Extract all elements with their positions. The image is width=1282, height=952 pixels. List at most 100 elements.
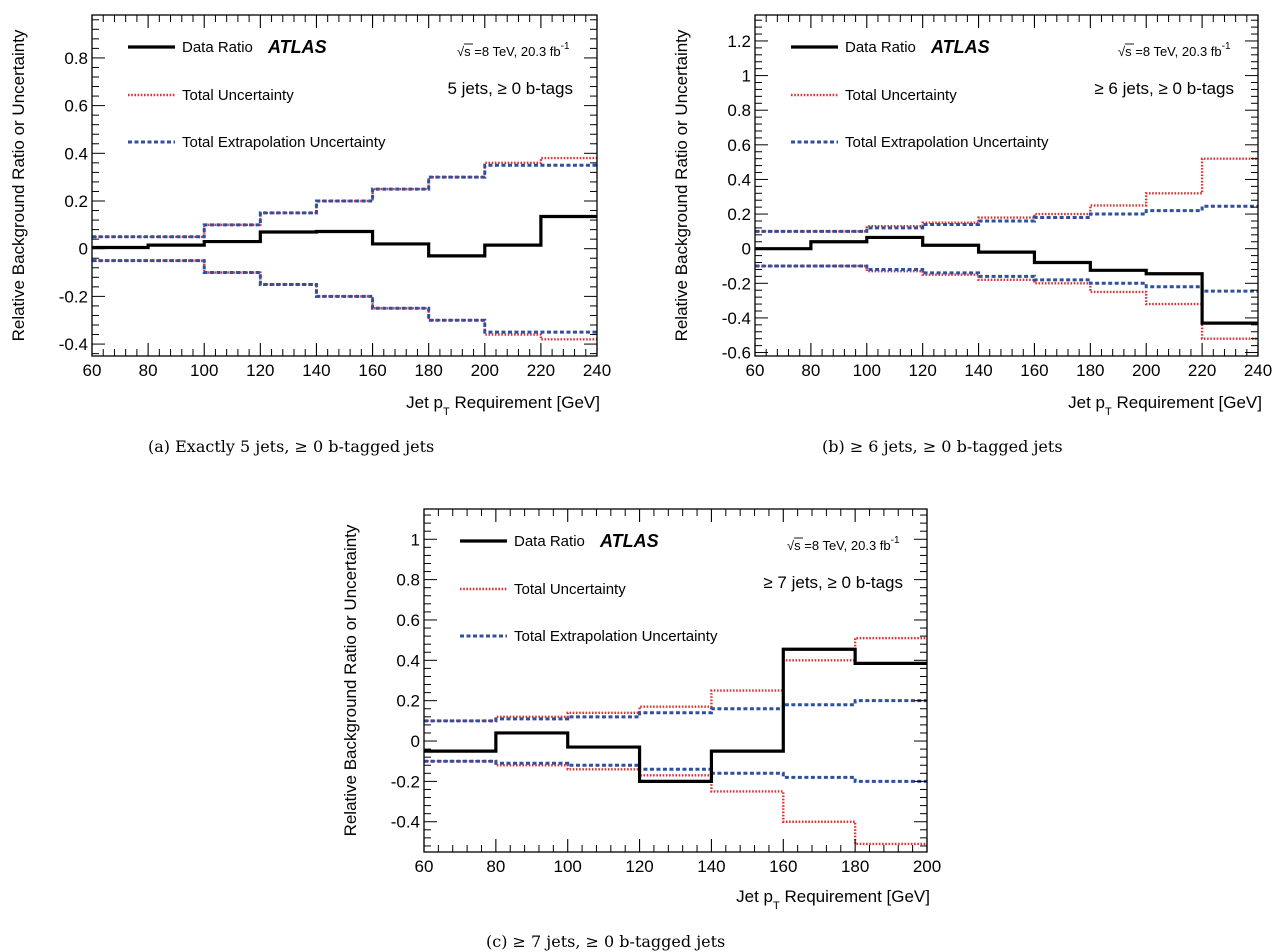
total-uncertainty-line-upper bbox=[755, 157, 1258, 233]
y-tick-label: 0.4 bbox=[727, 170, 751, 189]
y-tick-label: 0 bbox=[742, 240, 751, 259]
y-tick-label: 0.2 bbox=[727, 205, 751, 224]
y-tick-label: -0.4 bbox=[391, 813, 420, 832]
x-axis-label-main: Jet p bbox=[736, 887, 773, 906]
x-tick-label: 60 bbox=[415, 857, 434, 876]
x-tick-label: 80 bbox=[801, 361, 820, 380]
x-tick-label: 200 bbox=[1132, 361, 1160, 380]
x-tick-label: 240 bbox=[583, 361, 611, 380]
energy-lumi-text: √s =8 TeV, 20.3 fb bbox=[1118, 44, 1222, 59]
x-tick-label: 100 bbox=[554, 857, 582, 876]
x-axis-label: Jet pT Requirement [GeV] bbox=[1068, 393, 1262, 418]
y-tick-label: 0.6 bbox=[727, 136, 751, 155]
energy-lumi-text: √s =8 TeV, 20.3 fb bbox=[787, 538, 891, 553]
y-tick-label: -0.2 bbox=[391, 772, 420, 791]
x-tick-label: 140 bbox=[302, 361, 330, 380]
y-tick-label: 0 bbox=[411, 732, 420, 751]
y-tick-label: 0.8 bbox=[64, 49, 88, 68]
x-tick-label: 160 bbox=[1020, 361, 1048, 380]
x-tick-label: 120 bbox=[625, 857, 653, 876]
total-uncertainty-line-upper bbox=[92, 156, 597, 238]
total-uncertainty-line-upper bbox=[424, 636, 927, 723]
energy-lumi-label: √s =8 TeV, 20.3 fb-1 bbox=[1118, 41, 1231, 59]
chart-b: 60 80 100 120 140 160 180 200 220 240 -0.6 -0.4 -0.2… bbox=[672, 14, 1272, 456]
subfigure-caption: (c) ≥ 7 jets, ≥ 0 b-tagged jets bbox=[486, 932, 725, 951]
legend-total-uncertainty-label: Total Uncertainty bbox=[845, 87, 957, 104]
legend-data-ratio-label: Data Ratio bbox=[182, 39, 253, 56]
x-tick-label: 200 bbox=[471, 361, 499, 380]
y-tick-label: -0.4 bbox=[722, 309, 751, 328]
energy-lumi-label: √s =8 TeV, 20.3 fb-1 bbox=[787, 535, 900, 553]
ticks bbox=[423, 509, 928, 852]
chart-a: 60 80 100 120 140 160 180 200 220 240 -0.4 -0.2 0 0.2… bbox=[9, 14, 611, 456]
legend: Data Ratio Total Uncertainty Total Extrapo… bbox=[460, 531, 903, 645]
y-tick-label: -0.2 bbox=[722, 274, 751, 293]
x-axis-label-sub: T bbox=[443, 406, 450, 418]
legend: Data Ratio Total Uncertainty Total Extrapo… bbox=[128, 37, 573, 151]
legend: Data Ratio Total Uncertainty Total Extrapo… bbox=[791, 37, 1234, 151]
x-tick-label: 200 bbox=[913, 857, 941, 876]
y-tick-label: 0 bbox=[79, 240, 88, 259]
y-tick-label: 1 bbox=[742, 67, 751, 86]
energy-lumi-label: √s =8 TeV, 20.3 fb-1 bbox=[457, 41, 570, 59]
legend-extrapolation-uncertainty-label: Total Extrapolation Uncertainty bbox=[514, 628, 718, 645]
x-axis-label: Jet pT Requirement [GeV] bbox=[736, 887, 930, 912]
y-tick-label: -0.4 bbox=[59, 335, 88, 354]
atlas-label: ATLAS bbox=[930, 37, 990, 57]
chart-c: 60 80 100 120 140 160 180 200 -0.4 -0.2 0 0.2 0.4 0.6… bbox=[341, 508, 941, 951]
total-uncertainty-line-lower bbox=[92, 259, 597, 341]
data-ratio-line bbox=[92, 214, 597, 258]
x-tick-label: 60 bbox=[83, 361, 102, 380]
data-ratio-line bbox=[424, 647, 927, 783]
lumi-unit-exponent: -1 bbox=[561, 41, 570, 52]
y-tick-label: 0.8 bbox=[396, 571, 420, 590]
atlas-label: ATLAS bbox=[267, 37, 327, 57]
legend-extrapolation-uncertainty-label: Total Extrapolation Uncertainty bbox=[182, 134, 386, 151]
x-tick-label: 180 bbox=[1076, 361, 1104, 380]
subfigure-caption: (a) Exactly 5 jets, ≥ 0 b-tagged jets bbox=[148, 437, 434, 456]
x-axis-label-sub: T bbox=[773, 900, 780, 912]
total-uncertainty-line-lower bbox=[755, 264, 1258, 340]
lumi-unit-exponent: -1 bbox=[1222, 41, 1231, 52]
energy-lumi-text: √s =8 TeV, 20.3 fb bbox=[457, 44, 561, 59]
series-group bbox=[424, 636, 927, 846]
x-tick-label: 120 bbox=[246, 361, 274, 380]
extrapolation-uncertainty-line-upper bbox=[92, 163, 597, 239]
x-tick-label: 220 bbox=[1188, 361, 1216, 380]
legend-total-uncertainty-label: Total Uncertainty bbox=[514, 581, 626, 598]
y-tick-label: 0.4 bbox=[396, 651, 420, 670]
legend-data-ratio-label: Data Ratio bbox=[514, 533, 585, 550]
y-tick-label: 0.2 bbox=[396, 692, 420, 711]
x-tick-label: 100 bbox=[190, 361, 218, 380]
y-axis-label: Relative Background Ratio or Uncertainty bbox=[9, 29, 28, 341]
plot-frame bbox=[423, 508, 928, 853]
y-tick-label: 0.8 bbox=[727, 101, 751, 120]
extrapolation-uncertainty-line-lower bbox=[92, 259, 597, 334]
x-tick-label: 80 bbox=[486, 857, 505, 876]
selection-label: 5 jets, ≥ 0 b-tags bbox=[447, 79, 573, 98]
y-axis-label: Relative Background Ratio or Uncertainty bbox=[672, 29, 691, 341]
ticks bbox=[91, 15, 598, 356]
x-tick-label: 220 bbox=[527, 361, 555, 380]
y-tick-label: -0.2 bbox=[59, 287, 88, 306]
plot-frame bbox=[91, 14, 598, 357]
y-tick-label: 0.2 bbox=[64, 192, 88, 211]
ticks bbox=[754, 15, 1259, 356]
y-tick-label: 0.6 bbox=[396, 611, 420, 630]
x-axis-label-rest: Requirement [GeV] bbox=[1112, 393, 1262, 412]
x-tick-label: 180 bbox=[414, 361, 442, 380]
extrapolation-uncertainty-line-upper bbox=[424, 699, 927, 723]
total-uncertainty-line-lower bbox=[424, 760, 927, 846]
series-group bbox=[92, 156, 597, 341]
legend-total-uncertainty-label: Total Uncertainty bbox=[182, 87, 294, 104]
y-axis-label: Relative Background Ratio or Uncertainty bbox=[341, 524, 360, 836]
selection-label: ≥ 7 jets, ≥ 0 b-tags bbox=[763, 573, 903, 592]
x-axis-label-main: Jet p bbox=[406, 393, 443, 412]
selection-label: ≥ 6 jets, ≥ 0 b-tags bbox=[1094, 79, 1234, 98]
y-tick-label: 1 bbox=[411, 530, 420, 549]
x-axis-label-main: Jet p bbox=[1068, 393, 1105, 412]
x-axis-label: Jet pT Requirement [GeV] bbox=[406, 393, 600, 418]
x-axis-label-rest: Requirement [GeV] bbox=[780, 887, 930, 906]
x-tick-label: 80 bbox=[139, 361, 158, 380]
